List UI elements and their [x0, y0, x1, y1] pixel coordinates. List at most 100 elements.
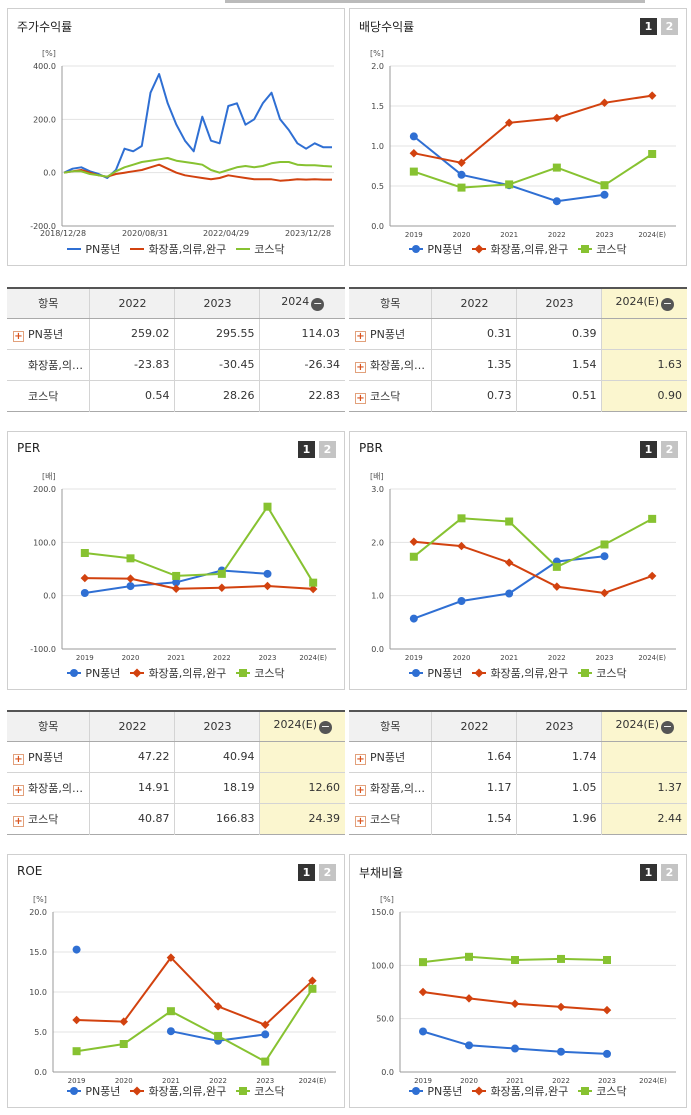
- pbr-table: 항목 2022 2023 2024(E) − + PN풍년 1.64 1.74 + 화장품,의… 1.…: [349, 710, 687, 835]
- x-tick-label: 2019: [76, 654, 94, 662]
- value-cell: 114.03: [259, 318, 345, 350]
- legend-label: PN풍년: [427, 1085, 463, 1098]
- column-header-label: 2023: [203, 296, 232, 310]
- value-cell: 0.54: [89, 380, 175, 411]
- data-point-pn: [409, 614, 418, 623]
- series-line-kosdaq: [413, 517, 653, 569]
- expand-row-icon[interactable]: +: [355, 784, 366, 796]
- y-tick-label: 200.0: [33, 115, 56, 124]
- pbr-chart: [배] 3.0 2.0 1.0 0.0 2019 2020 2021 2022 2023 2024(…: [370, 472, 676, 662]
- x-tick-label: 2018/12/28: [40, 229, 86, 238]
- legend-item-cosmetics[interactable]: 화장품,의류,완구: [472, 241, 568, 257]
- legend-item-cosmetics[interactable]: 화장품,의류,완구: [130, 665, 226, 681]
- table-row: + PN풍년 0.31 0.39: [349, 318, 687, 350]
- data-point-cosmetics: [647, 91, 657, 100]
- data-point-kosdaq: [126, 554, 135, 563]
- y-unit-label: [%]: [33, 895, 47, 904]
- row-name-cell: + PN풍년: [349, 318, 432, 350]
- data-point-pn: [457, 597, 466, 605]
- y-tick-label: 150.0: [371, 908, 394, 917]
- view-1-button[interactable]: 1: [640, 18, 657, 35]
- column-header-label: 2024: [281, 295, 310, 309]
- per-chart: [배] 200.0 100.0 0.0 -100.0 2019 2020 2021 2022 20…: [30, 472, 336, 662]
- legend-item-pn[interactable]: PN풍년: [409, 241, 462, 257]
- column-header-year: 2023: [174, 288, 260, 319]
- data-point-cosmetics: [166, 953, 176, 962]
- data-point-kosdaq: [505, 517, 514, 526]
- expand-row-icon[interactable]: +: [355, 361, 366, 373]
- legend-swatch-cosmetics: [472, 668, 487, 678]
- x-tick-label: 2019: [68, 1077, 86, 1085]
- expand-row-icon[interactable]: +: [13, 815, 24, 827]
- column-header-year: 2024(E) −: [259, 711, 345, 742]
- column-header-item: 항목: [7, 711, 90, 742]
- value-cell: 1.74: [516, 741, 602, 773]
- view-1-button[interactable]: 1: [640, 441, 657, 458]
- column-header-year: 2024−: [259, 288, 345, 319]
- x-tick-label: 2024(E): [639, 1077, 667, 1085]
- legend-item-pn[interactable]: PN풍년: [67, 241, 120, 257]
- stock-return-table: 항목 2022 2023 2024− + PN풍년 259.02 295.55 114.03 화장…: [7, 287, 345, 412]
- legend-item-kosdaq[interactable]: 코스닥: [236, 241, 285, 257]
- value-cell: 12.60: [259, 772, 345, 804]
- view-1-button[interactable]: 1: [640, 864, 657, 881]
- expand-row-icon[interactable]: +: [13, 330, 24, 342]
- view-2-button[interactable]: 2: [661, 441, 678, 458]
- column-header-label: 2023: [545, 296, 574, 310]
- expand-row-icon[interactable]: +: [13, 784, 24, 796]
- legend-item-kosdaq[interactable]: 코스닥: [578, 1083, 627, 1099]
- x-tick-label: 2024(E): [299, 654, 327, 662]
- panel-title: PBR: [359, 441, 383, 455]
- legend-item-cosmetics[interactable]: 화장품,의류,완구: [130, 1083, 226, 1099]
- legend-item-pn[interactable]: PN풍년: [409, 1083, 462, 1099]
- data-point-kosdaq: [505, 180, 514, 189]
- value-cell: 47.22: [89, 741, 175, 773]
- collapse-column-icon[interactable]: −: [661, 297, 674, 312]
- legend-item-kosdaq[interactable]: 코스닥: [236, 665, 285, 681]
- expand-row-icon[interactable]: +: [355, 753, 366, 765]
- value-cell: 1.54: [516, 349, 602, 381]
- legend-item-pn[interactable]: PN풍년: [67, 1083, 120, 1099]
- view-2-button[interactable]: 2: [319, 864, 336, 881]
- legend-item-kosdaq[interactable]: 코스닥: [578, 241, 627, 257]
- expand-row-icon[interactable]: +: [355, 330, 366, 342]
- data-point-pn: [603, 1049, 611, 1058]
- view-2-button[interactable]: 2: [661, 18, 678, 35]
- data-point-kosdaq: [457, 183, 466, 192]
- legend-item-kosdaq[interactable]: 코스닥: [236, 1083, 285, 1099]
- view-1-button[interactable]: 1: [298, 441, 315, 458]
- x-tick-label: 2023: [596, 654, 614, 662]
- y-unit-label: [%]: [380, 895, 394, 904]
- data-point-cosmetics: [308, 976, 317, 986]
- collapse-column-icon[interactable]: −: [661, 720, 674, 735]
- view-1-button[interactable]: 1: [298, 864, 315, 881]
- value-cell: 2.44: [601, 803, 687, 834]
- column-header-label: 항목: [380, 720, 401, 734]
- expand-row-icon[interactable]: +: [355, 815, 366, 827]
- legend-item-kosdaq[interactable]: 코스닥: [578, 665, 627, 681]
- collapse-column-icon[interactable]: −: [319, 720, 332, 735]
- legend-swatch-kosdaq: [578, 244, 593, 254]
- column-header-year: 2022: [431, 711, 517, 742]
- x-tick-label: 2023: [596, 231, 614, 239]
- view-2-button[interactable]: 2: [319, 441, 336, 458]
- y-unit-label: [배]: [370, 472, 384, 481]
- view-2-button[interactable]: 2: [661, 864, 678, 881]
- legend-item-cosmetics[interactable]: 화장품,의류,완구: [472, 1083, 568, 1099]
- value-cell: -23.83: [89, 349, 175, 381]
- legend-item-cosmetics[interactable]: 화장품,의류,완구: [130, 241, 226, 257]
- collapse-column-icon[interactable]: −: [311, 297, 325, 312]
- legend-item-pn[interactable]: PN풍년: [67, 665, 120, 681]
- data-point-kosdaq: [409, 552, 418, 561]
- legend-item-pn[interactable]: PN풍년: [409, 665, 462, 681]
- data-point-cosmetics: [647, 571, 657, 581]
- legend-label: 코스닥: [596, 243, 627, 256]
- data-point-pn: [511, 1044, 519, 1053]
- legend-swatch-pn: [409, 668, 424, 678]
- row-name: 코스닥: [370, 812, 401, 826]
- x-tick-label: 2021: [167, 654, 185, 662]
- expand-row-icon[interactable]: +: [13, 753, 24, 765]
- expand-row-icon[interactable]: +: [355, 392, 366, 404]
- legend-item-cosmetics[interactable]: 화장품,의류,완구: [472, 665, 568, 681]
